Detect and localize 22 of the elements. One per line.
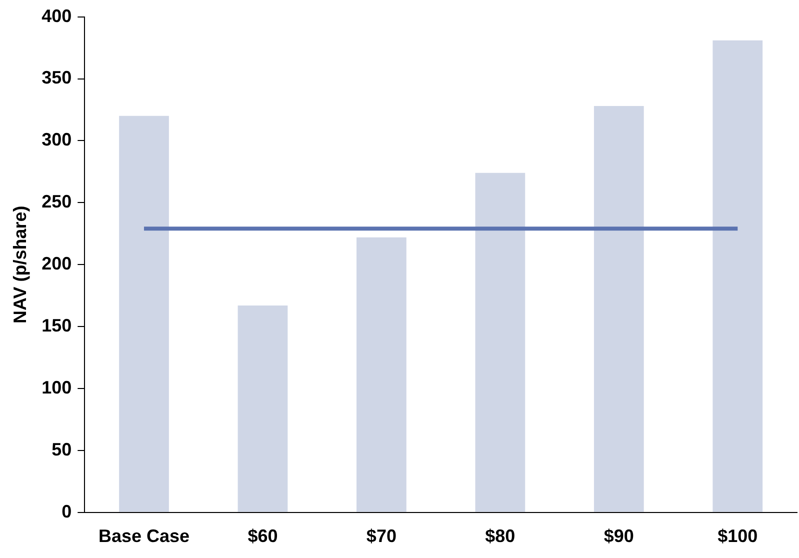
x-tick-label: $100 bbox=[718, 526, 758, 546]
y-tick-label: 100 bbox=[42, 377, 72, 398]
bar bbox=[119, 116, 169, 512]
bar bbox=[594, 106, 644, 512]
bar bbox=[475, 172, 526, 512]
x-tick-label: Base Case bbox=[98, 526, 190, 546]
y-tick-label: 400 bbox=[42, 6, 72, 26]
x-tick-label: $90 bbox=[604, 526, 634, 546]
y-tick-label: 300 bbox=[42, 130, 72, 150]
y-tick-label: 150 bbox=[42, 316, 72, 336]
y-tick-label: 50 bbox=[52, 439, 72, 460]
bar bbox=[238, 305, 288, 512]
y-tick-label: 200 bbox=[42, 254, 72, 274]
y-tick-label: 0 bbox=[62, 501, 72, 522]
x-tick-label: $70 bbox=[366, 526, 396, 546]
x-tick-label: $80 bbox=[485, 526, 516, 546]
bar bbox=[356, 237, 406, 512]
bar bbox=[712, 40, 763, 512]
y-tick-label: 250 bbox=[42, 192, 72, 212]
x-tick-label: $60 bbox=[248, 526, 278, 546]
y-axis-title: NAV (p/share) bbox=[10, 206, 30, 324]
y-tick-label: 350 bbox=[42, 68, 72, 88]
